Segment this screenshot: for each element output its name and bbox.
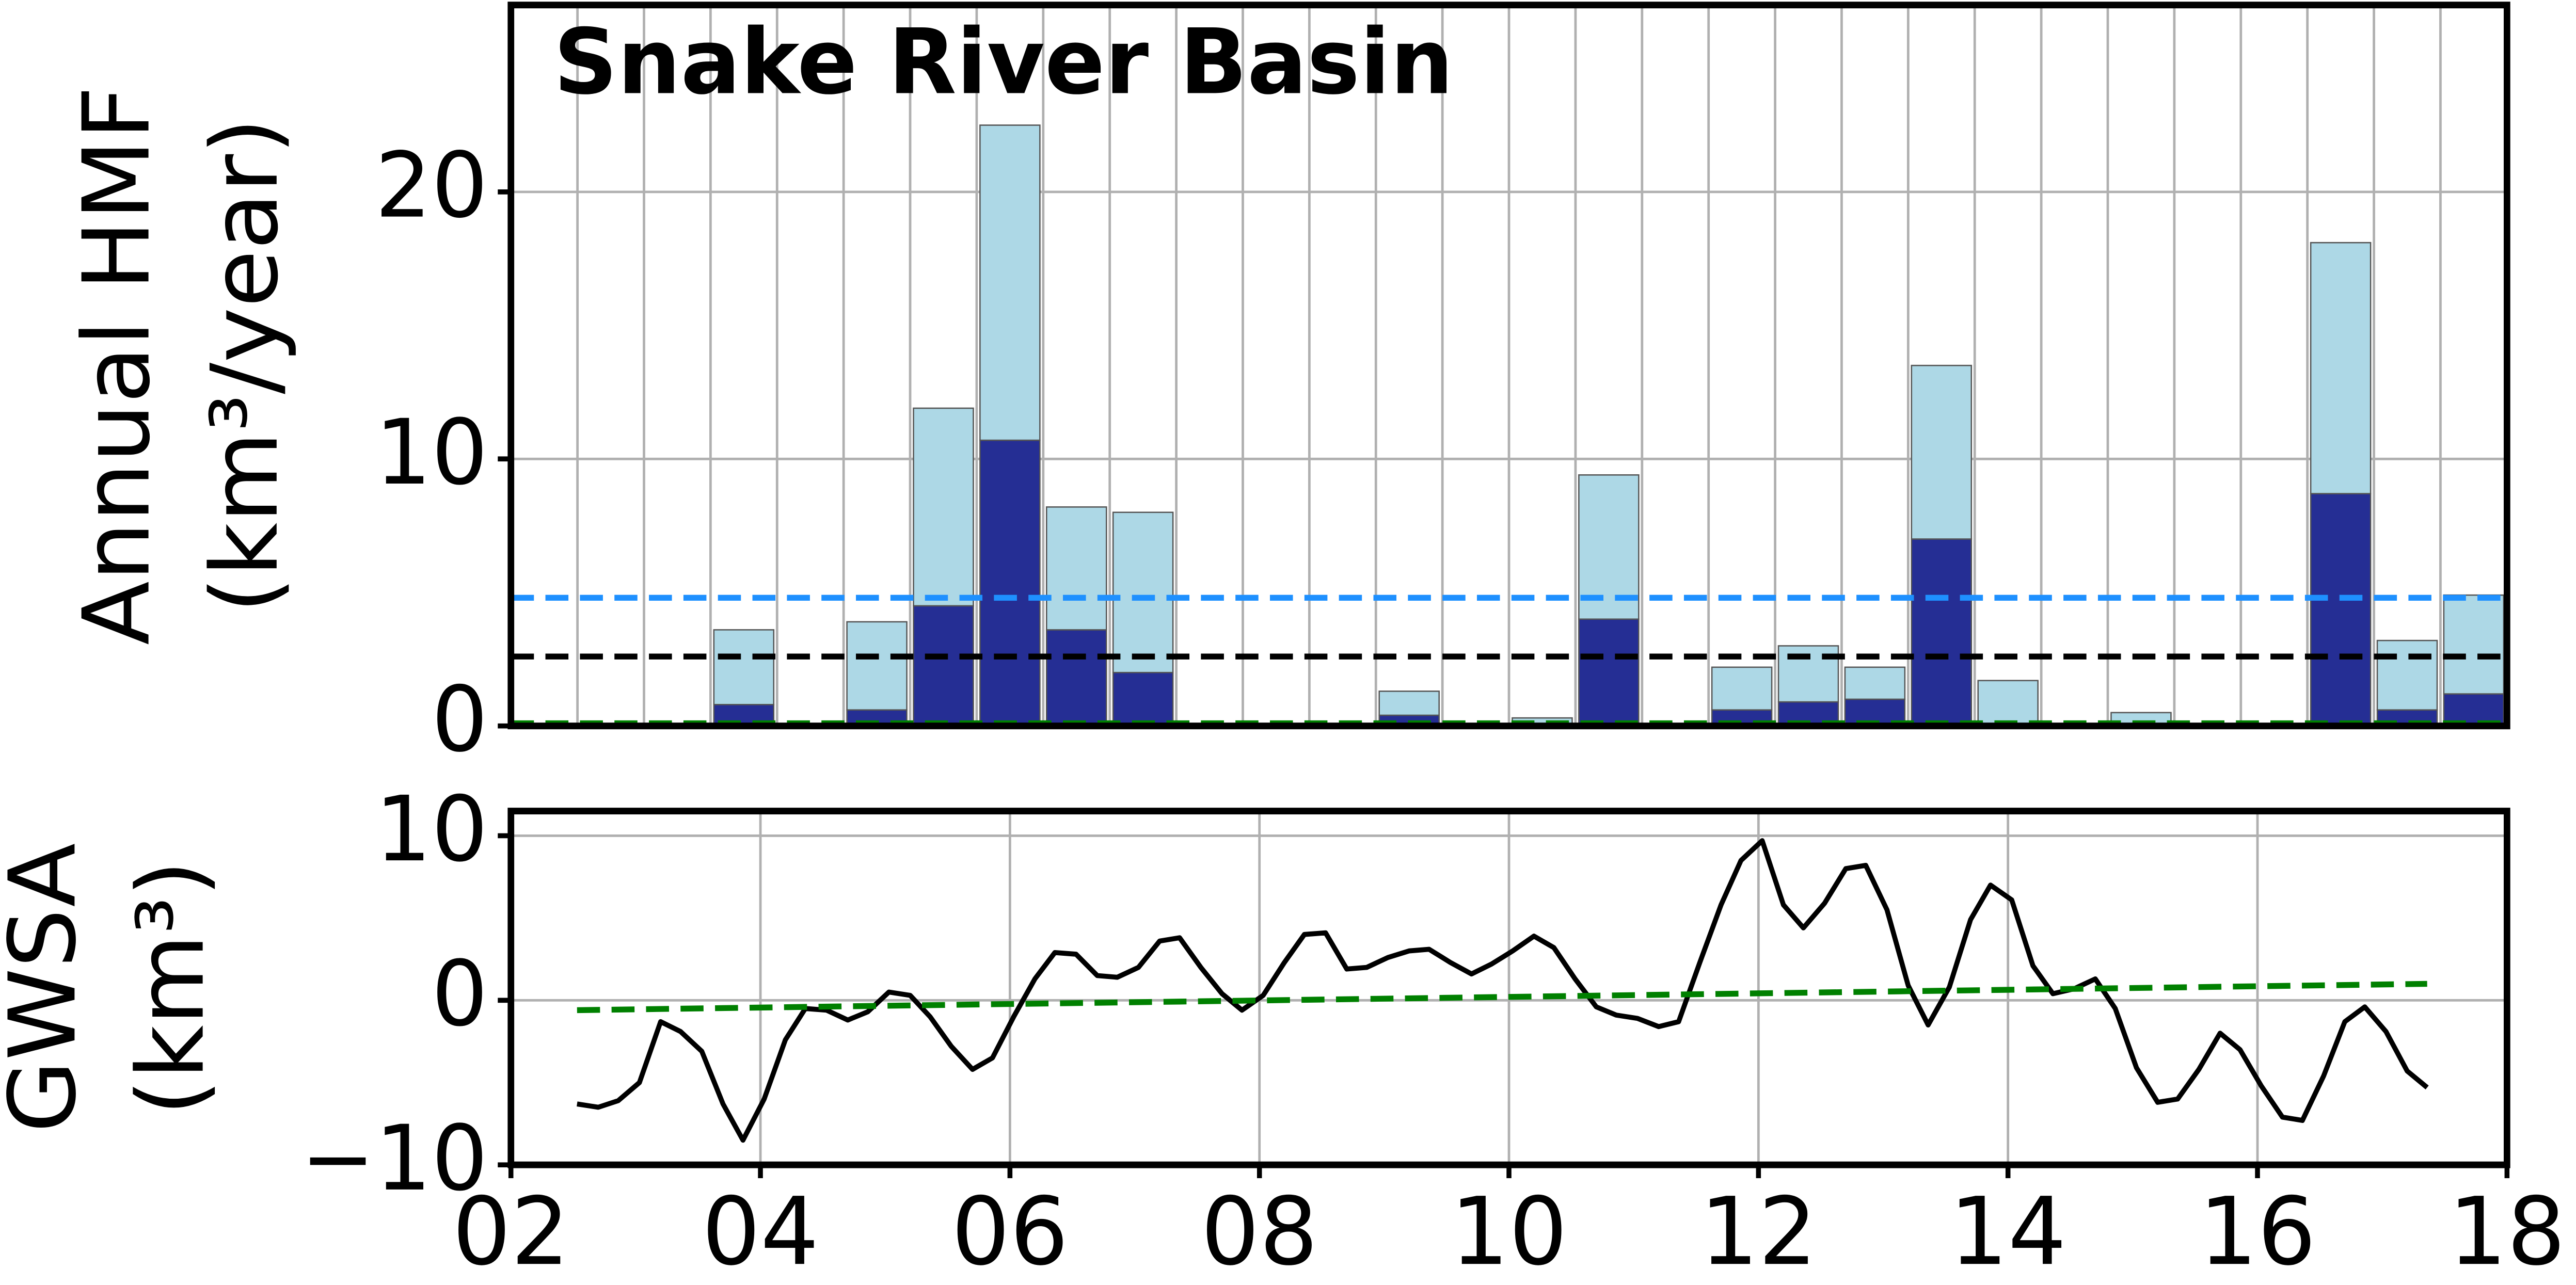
bar-segment xyxy=(2310,242,2372,494)
bar-segment xyxy=(1844,666,1906,700)
bar-segment xyxy=(913,407,974,607)
bar-segment xyxy=(2376,639,2438,711)
bar-segment xyxy=(1045,506,1107,631)
plot-frame xyxy=(507,808,2510,1168)
line-series xyxy=(577,981,2427,1014)
line-series xyxy=(577,838,2429,1143)
y-tick-label: 10 xyxy=(375,400,488,505)
bar-segment xyxy=(1911,364,1973,540)
bar-segment xyxy=(1045,629,1107,727)
y-axis-label: (km³/year) xyxy=(192,118,298,613)
bar-segment xyxy=(1911,538,1973,727)
x-tick-label: 04 xyxy=(702,1178,819,1285)
bar-segment xyxy=(913,605,974,727)
y-axis-label: Annual HMF xyxy=(63,86,170,645)
bar-segment xyxy=(1711,666,1773,711)
y-tick-label: −10 xyxy=(301,1106,488,1211)
bar-segment xyxy=(1578,618,1640,727)
x-tick-label: 06 xyxy=(951,1178,1069,1285)
x-tick-label: 14 xyxy=(1949,1178,2066,1285)
plot-frame xyxy=(507,2,2510,730)
x-tick-label: 08 xyxy=(1201,1178,1318,1285)
y-tick-label: 10 xyxy=(375,777,488,882)
bar-segment xyxy=(979,124,1041,441)
x-tick-label: 02 xyxy=(452,1178,569,1285)
bar-segment xyxy=(1112,671,1174,727)
y-axis-label: GWSA xyxy=(0,843,97,1133)
y-axis-label: (km³) xyxy=(118,860,225,1116)
bar-segment xyxy=(1977,680,2039,727)
y-tick-label: 20 xyxy=(375,133,488,238)
x-tick-label: 10 xyxy=(1451,1178,1568,1285)
x-tick-label: 18 xyxy=(2448,1178,2566,1285)
x-tick-label: 12 xyxy=(1700,1178,1817,1285)
bar-segment xyxy=(846,621,908,711)
bar-segment xyxy=(979,439,1041,727)
bar-segment xyxy=(2443,594,2505,695)
bar-segment xyxy=(2310,493,2372,727)
bar-segment xyxy=(1378,690,1440,716)
x-tick-label: 16 xyxy=(2199,1178,2316,1285)
bar-segment xyxy=(1112,511,1174,673)
bar-segment xyxy=(713,629,775,705)
chart-title: Snake River Basin xyxy=(553,9,1453,115)
y-tick-label: 0 xyxy=(432,941,488,1047)
y-tick-label: 0 xyxy=(432,667,488,772)
